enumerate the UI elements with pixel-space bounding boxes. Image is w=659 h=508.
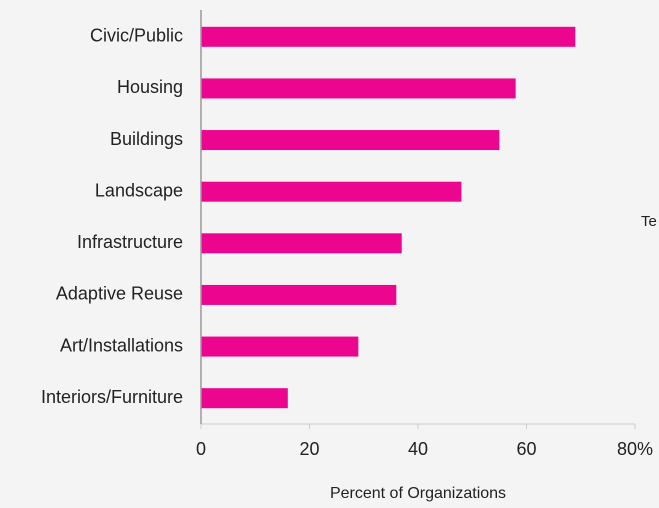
bar [201, 181, 462, 202]
y-tick-label: Landscape [95, 180, 183, 200]
bar [201, 284, 397, 305]
bar [201, 130, 500, 151]
annotation: Te [641, 213, 657, 230]
x-tick-label: 80% [617, 439, 653, 459]
bar [201, 78, 516, 99]
x-tick-label: 60 [516, 439, 536, 459]
x-tick-label: 40 [408, 439, 428, 459]
bar [201, 26, 576, 47]
y-tick-label: Adaptive Reuse [56, 284, 183, 304]
x-axis-title: Percent of Organizations [330, 485, 506, 502]
y-tick-label: Buildings [110, 129, 183, 149]
bar [201, 233, 402, 254]
y-tick-label: Housing [117, 77, 183, 97]
x-tick-label: 20 [299, 439, 319, 459]
y-tick-label: Interiors/Furniture [41, 387, 183, 407]
y-tick-label: Art/Installations [60, 335, 183, 355]
y-tick-label: Infrastructure [77, 232, 183, 252]
bar [201, 388, 288, 409]
y-tick-label: Civic/Public [90, 26, 183, 46]
x-tick-label: 0 [196, 439, 206, 459]
bar [201, 336, 359, 357]
